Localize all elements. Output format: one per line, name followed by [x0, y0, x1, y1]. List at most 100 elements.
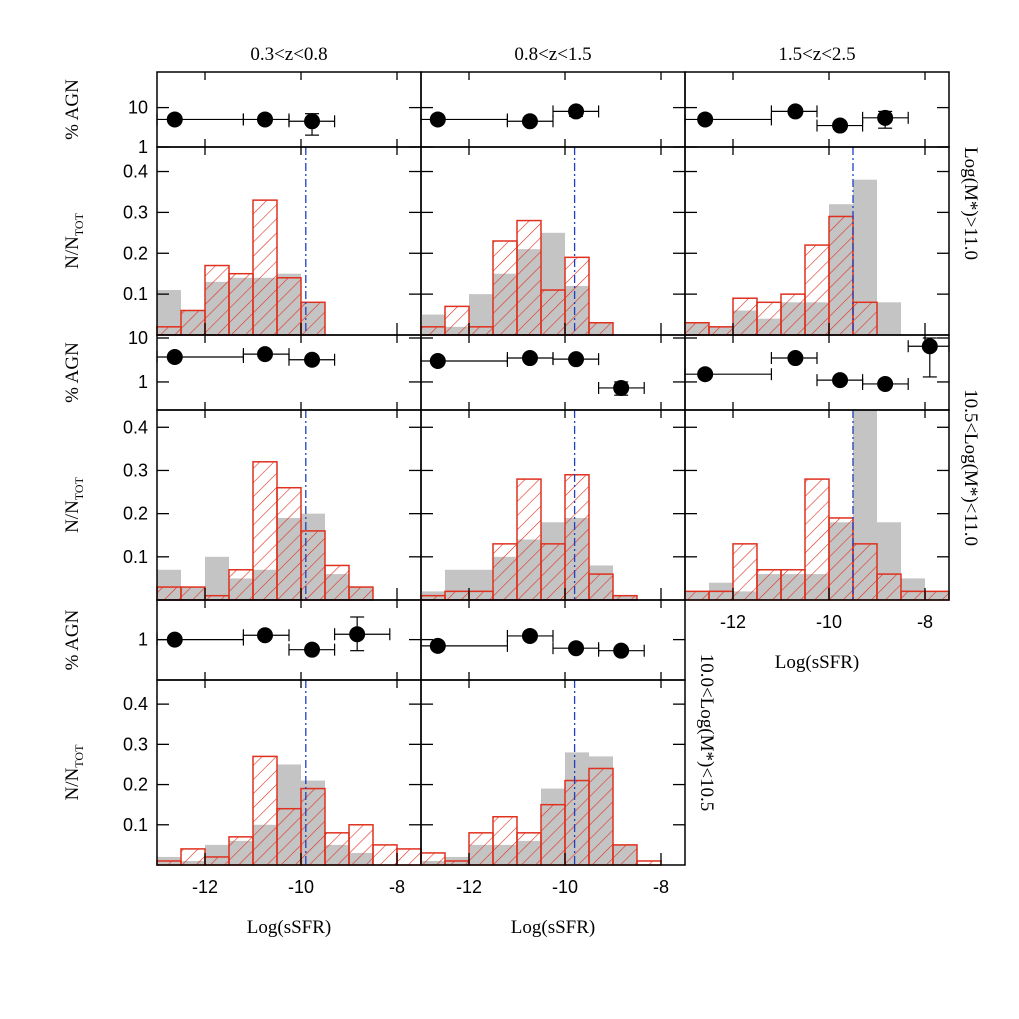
- agn-host-bar: [588, 321, 614, 336]
- agn-host-bar: [732, 297, 758, 336]
- agn-host-bar: [492, 815, 518, 866]
- agn-point: [304, 641, 321, 658]
- agn-point: [166, 348, 183, 365]
- agn-frame: [156, 71, 422, 148]
- agn-host-bar: [252, 461, 278, 601]
- hist-y-tick-label: 0.3: [123, 202, 148, 222]
- hist-y-label-main: N/N: [62, 767, 83, 800]
- hist-y-tick-label: 0.4: [123, 417, 148, 437]
- agn-point: [613, 642, 630, 659]
- agn-host-bar: [180, 848, 206, 866]
- hist-y-label-main: N/N: [62, 236, 83, 269]
- agn-host-bar: [396, 848, 422, 866]
- agn-frame: [420, 334, 686, 411]
- agn-host-bar: [756, 569, 782, 601]
- agn-host-bar: [468, 832, 494, 866]
- agn-host-bar: [228, 569, 254, 601]
- agn-point: [787, 350, 804, 367]
- agn-y-tick-label: 1: [138, 372, 148, 392]
- agn-y-label: % AGN: [62, 342, 83, 403]
- agn-host-bar: [156, 326, 182, 336]
- agn-host-bar: [684, 590, 710, 601]
- hist-y-tick-label: 0.2: [123, 243, 148, 263]
- agn-y-tick-label: 1: [138, 137, 148, 157]
- agn-host-bar: [492, 543, 518, 601]
- agn-point: [832, 117, 849, 134]
- hist-y-label: N/NTOT: [62, 744, 86, 801]
- hist-y-tick-label: 0.3: [123, 460, 148, 480]
- agn-host-bar: [276, 807, 302, 866]
- agn-point: [257, 346, 273, 363]
- agn-point: [521, 627, 538, 644]
- hist-y-label: N/NTOT: [62, 212, 86, 269]
- agn-point: [568, 103, 585, 120]
- agn-host-bar: [444, 305, 470, 336]
- hist-y-label: N/NTOT: [62, 476, 86, 533]
- agn-point: [304, 113, 321, 130]
- x-tick-label: -8: [917, 612, 933, 632]
- agn-host-bar: [276, 486, 302, 601]
- agn-host-bar: [276, 277, 302, 336]
- x-axis-label: Log(sSFR): [247, 917, 331, 938]
- agn-host-bar: [516, 832, 542, 866]
- x-tick-label: -10: [552, 877, 578, 897]
- agn-host-bar: [228, 836, 254, 866]
- agn-host-bar: [588, 767, 614, 866]
- agn-point: [257, 627, 273, 644]
- agn-point: [921, 338, 938, 355]
- agn-point: [429, 111, 446, 128]
- agn-point: [304, 351, 321, 368]
- agn-host-bar: [204, 856, 230, 866]
- x-tick-label: -12: [192, 877, 218, 897]
- agn-host-bar: [588, 573, 614, 601]
- hist-y-tick-label: 0.4: [123, 694, 148, 714]
- agn-host-bar: [852, 301, 878, 336]
- row-label: 10.0<Log(M*)<10.5: [696, 654, 717, 812]
- agn-y-label: % AGN: [62, 609, 83, 670]
- hist-y-tick-label: 0.3: [123, 734, 148, 754]
- agn-point: [697, 366, 714, 383]
- x-axis-label: Log(sSFR): [511, 917, 595, 938]
- agn-frame: [684, 71, 950, 148]
- column-title: 1.5<z<2.5: [778, 44, 855, 65]
- agn-point: [521, 350, 538, 367]
- agn-host-bar: [324, 564, 350, 601]
- agn-host-bar: [756, 301, 782, 336]
- agn-host-bar: [564, 256, 590, 336]
- agn-host-bar: [468, 326, 494, 336]
- hist-y-label-sub: TOT: [72, 476, 86, 500]
- agn-host-bar: [348, 824, 374, 866]
- agn-host-bar: [780, 569, 806, 601]
- agn-point: [787, 103, 804, 120]
- agn-point: [349, 626, 366, 643]
- agn-y-tick-label: 10: [128, 98, 148, 118]
- agn-host-bar: [348, 586, 374, 601]
- agn-host-bar: [468, 590, 494, 601]
- column-title: 0.3<z<0.8: [250, 44, 327, 65]
- agn-y-label: % AGN: [62, 79, 83, 140]
- agn-point: [429, 352, 446, 369]
- row-label: Log(M*)>11.0: [960, 147, 981, 260]
- agn-y-tick-label: 10: [128, 328, 148, 348]
- agn-point: [832, 372, 849, 389]
- agn-point: [697, 111, 714, 128]
- hist-y-tick-label: 0.1: [123, 547, 148, 567]
- agn-host-bar: [804, 244, 830, 336]
- agn-host-bar: [252, 199, 278, 336]
- agn-host-bar: [444, 590, 470, 601]
- agn-point: [568, 640, 585, 657]
- hist-y-tick-label: 0.1: [123, 284, 148, 304]
- agn-host-bar: [540, 543, 566, 601]
- agn-host-bar: [732, 543, 758, 601]
- agn-host-bar: [612, 844, 638, 866]
- agn-host-bar: [372, 844, 398, 866]
- agn-point: [877, 109, 894, 126]
- hist-y-tick-label: 0.4: [123, 162, 148, 182]
- agn-host-bar: [828, 517, 854, 601]
- hist-y-tick-label: 0.1: [123, 815, 148, 835]
- agn-host-bar: [420, 326, 446, 336]
- agn-host-bar: [564, 779, 590, 866]
- hist-y-label-sub: TOT: [72, 212, 86, 236]
- agn-point: [166, 631, 183, 648]
